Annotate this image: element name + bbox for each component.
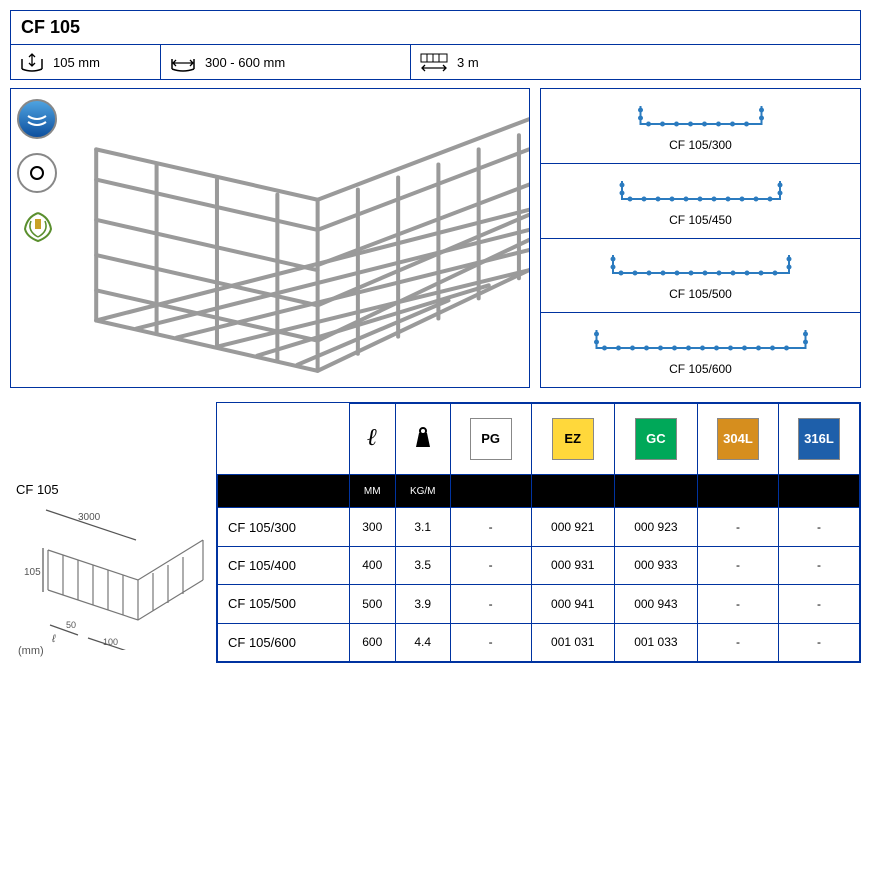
cell-mm: 500 bbox=[349, 585, 395, 623]
cell-gc: 001 033 bbox=[614, 623, 697, 661]
width-icon bbox=[169, 51, 197, 73]
cell-s316: - bbox=[778, 546, 859, 584]
cell-ez: 001 031 bbox=[531, 623, 614, 661]
cell-pg: - bbox=[450, 546, 531, 584]
spec-width: 300 - 600 mm bbox=[161, 45, 411, 79]
dim-105: 105 bbox=[24, 567, 41, 578]
spec-height-value: 105 mm bbox=[53, 55, 100, 70]
cell-pg: - bbox=[450, 508, 531, 546]
cell-pg: - bbox=[450, 585, 531, 623]
table-row: CF 105/400 400 3.5 - 000 931 000 933 - - bbox=[218, 546, 860, 584]
cell-s316: - bbox=[778, 585, 859, 623]
product-title: CF 105 bbox=[10, 10, 861, 45]
variant-label: CF 105/300 bbox=[669, 138, 732, 152]
s316-chip: 316L bbox=[798, 418, 840, 460]
cell-ez: 000 921 bbox=[531, 508, 614, 546]
profile-icon bbox=[571, 324, 831, 358]
cell-gc: 000 923 bbox=[614, 508, 697, 546]
table-header-icons: ℓ PG EZ GC 304L 316L bbox=[218, 404, 860, 475]
table-row: CF 105/500 500 3.9 - 000 941 000 943 - - bbox=[218, 585, 860, 623]
pg-chip: PG bbox=[470, 418, 512, 460]
patented-badge-icon bbox=[17, 153, 57, 193]
variant-label: CF 105/500 bbox=[669, 287, 732, 301]
table-row: CF 105/600 600 4.4 - 001 031 001 033 - - bbox=[218, 623, 860, 661]
profile-icon bbox=[571, 100, 831, 134]
product-image-box bbox=[10, 88, 530, 388]
cell-ez: 000 931 bbox=[531, 546, 614, 584]
table-unit-row: MM KG/M bbox=[218, 474, 860, 508]
table-row: CF 105/300 300 3.1 - 000 921 000 923 - - bbox=[218, 508, 860, 546]
dim-50: 50 bbox=[66, 620, 76, 630]
cell-kgm: 3.5 bbox=[395, 546, 450, 584]
height-icon bbox=[19, 51, 45, 73]
cell-kgm: 3.1 bbox=[395, 508, 450, 546]
spec-length: 3 m bbox=[411, 45, 561, 79]
award-badge-icon bbox=[17, 207, 60, 254]
variant-item: CF 105/450 bbox=[540, 163, 861, 238]
cell-gc: 000 943 bbox=[614, 585, 697, 623]
cell-s304: - bbox=[698, 546, 779, 584]
data-table: ℓ PG EZ GC 304L 316L MM KG/M CF 105/300 … bbox=[216, 402, 861, 663]
diagram-title: CF 105 bbox=[16, 482, 59, 497]
cell-model: CF 105/400 bbox=[218, 546, 350, 584]
length-icon bbox=[419, 51, 449, 73]
cell-model: CF 105/500 bbox=[218, 585, 350, 623]
spec-height: 105 mm bbox=[11, 45, 161, 79]
ez-chip: EZ bbox=[552, 418, 594, 460]
variants-list: CF 105/300 CF 105/450 CF 105/500 bbox=[540, 88, 861, 388]
isometric-diagram-icon: 3000 105 ℓ 50 100 bbox=[18, 410, 208, 650]
cell-mm: 400 bbox=[349, 546, 395, 584]
middle-row: CF 105/300 CF 105/450 CF 105/500 bbox=[10, 88, 861, 388]
dim-l: ℓ bbox=[51, 633, 56, 645]
variant-label: CF 105/450 bbox=[669, 213, 732, 227]
cell-s304: - bbox=[698, 623, 779, 661]
profile-icon bbox=[571, 249, 831, 283]
profile-icon bbox=[571, 175, 831, 209]
weight-header-icon bbox=[411, 425, 435, 449]
cell-pg: - bbox=[450, 623, 531, 661]
cell-gc: 000 933 bbox=[614, 546, 697, 584]
length-header-icon: ℓ bbox=[367, 425, 377, 451]
cell-kgm: 3.9 bbox=[395, 585, 450, 623]
dim-100: 100 bbox=[103, 637, 118, 647]
bottom-row: CF 105 3000 105 ℓ 50 100 (mm) ℓ bbox=[10, 402, 861, 663]
variant-item: CF 105/600 bbox=[540, 312, 861, 388]
cell-ez: 000 941 bbox=[531, 585, 614, 623]
cell-s304: - bbox=[698, 585, 779, 623]
gc-chip: GC bbox=[635, 418, 677, 460]
cell-s316: - bbox=[778, 508, 859, 546]
wire-tray-icon bbox=[66, 89, 529, 387]
cell-mm: 300 bbox=[349, 508, 395, 546]
cell-model: CF 105/600 bbox=[218, 623, 350, 661]
variant-label: CF 105/600 bbox=[669, 362, 732, 376]
spec-length-value: 3 m bbox=[457, 55, 479, 70]
mm-unit-label: (mm) bbox=[18, 645, 44, 657]
cell-s304: - bbox=[698, 508, 779, 546]
cell-model: CF 105/300 bbox=[218, 508, 350, 546]
variant-item: CF 105/500 bbox=[540, 238, 861, 313]
spec-width-value: 300 - 600 mm bbox=[205, 55, 285, 70]
unit-kgm: KG/M bbox=[395, 474, 450, 508]
product-illustration bbox=[66, 89, 529, 387]
cell-s316: - bbox=[778, 623, 859, 661]
cell-kgm: 4.4 bbox=[395, 623, 450, 661]
header-specs: 105 mm 300 - 600 mm 3 m bbox=[10, 45, 861, 80]
dimension-diagram: CF 105 3000 105 ℓ 50 100 (mm) bbox=[10, 402, 216, 663]
dim-3000: 3000 bbox=[78, 512, 101, 523]
cell-mm: 600 bbox=[349, 623, 395, 661]
s304-chip: 304L bbox=[717, 418, 759, 460]
quality-badge-icon bbox=[17, 99, 57, 139]
variant-item: CF 105/300 bbox=[540, 88, 861, 163]
badges bbox=[11, 89, 66, 387]
unit-mm: MM bbox=[349, 474, 395, 508]
